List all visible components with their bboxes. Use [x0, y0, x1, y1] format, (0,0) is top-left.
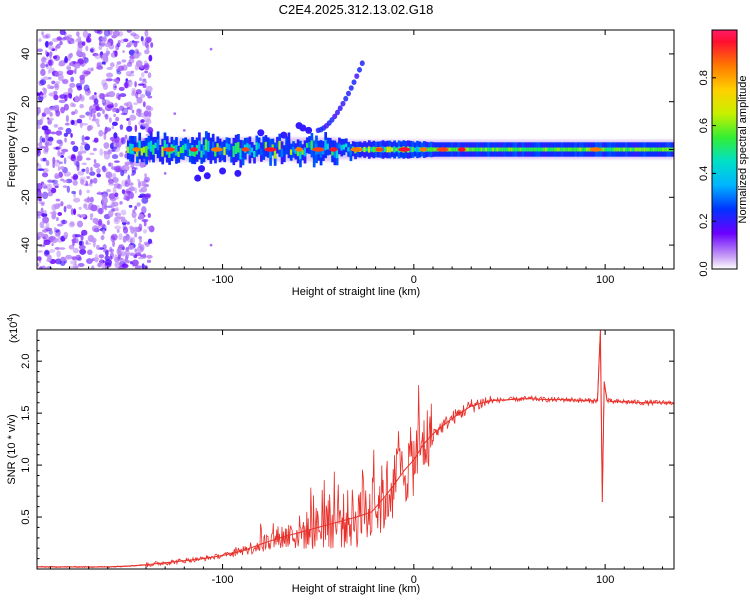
- snr-data-point: [403, 469, 405, 471]
- spectrogram-y-tick-label: 0: [20, 146, 32, 152]
- snr-background: [37, 330, 674, 569]
- snr-data-point: [422, 443, 425, 445]
- snr-data-point: [566, 399, 568, 401]
- snr-data-point: [596, 400, 599, 402]
- snr-data-point: [371, 511, 373, 513]
- snr-data-point: [612, 401, 614, 403]
- snr-y-tick-label: 0.5: [20, 509, 32, 524]
- colorbar-tick-label: 0.2: [698, 214, 710, 229]
- snr-data-point: [603, 381, 605, 383]
- spectrogram-chirp-arc: [315, 60, 365, 134]
- snr-data-point: [508, 399, 511, 401]
- snr-data-point: [317, 526, 319, 529]
- snr-data-point: [336, 521, 338, 523]
- snr-data-point: [606, 400, 608, 402]
- spectrogram-y-axis-label: Frequency (Hz): [6, 112, 18, 188]
- snr-data-point: [601, 500, 603, 503]
- snr-data-point: [202, 558, 205, 560]
- snr-data-point: [183, 560, 185, 562]
- colorbar-label: Normalized spectral amplitude: [737, 76, 749, 224]
- spectrogram-ticks: -100 0 100 40 20 0 -20 -40: [20, 30, 674, 286]
- snr-ticks: -100 0 100 0.5 1.0 1.5 2.0: [20, 330, 674, 586]
- snr-panel: -100 0 100 0.5 1.0 1.5 2.0 Height of straight …: [6, 313, 675, 595]
- spectrogram-y-tick-label: 40: [20, 48, 32, 60]
- snr-frame: [36, 329, 675, 570]
- snr-x-tick-label: -100: [212, 574, 234, 586]
- spectrogram-y-tick-label: -20: [20, 189, 32, 205]
- figure-title: C2E4.2025.312.13.02.G18: [279, 2, 434, 17]
- snr-data-point: [241, 550, 243, 552]
- snr-data-point: [355, 516, 358, 518]
- snr-data-point: [585, 400, 587, 402]
- spectrogram-y-tick-label: -40: [20, 237, 32, 253]
- snr-data-point: [384, 495, 386, 497]
- spectrogram-panel: -100 0 100 40 20 0 -20 -40 Height of straight l…: [6, 29, 675, 298]
- spectrogram-x-axis-label: Height of straight line (km): [292, 286, 420, 298]
- snr-data-point: [451, 417, 453, 419]
- snr-data-point: [279, 537, 281, 539]
- spectrogram-y-tick-label: 20: [20, 96, 32, 108]
- spectrogram-hot-spots: [132, 147, 602, 152]
- snr-data-point: [164, 562, 166, 564]
- spectrogram-x-tick-label: 0: [411, 274, 417, 286]
- colorbar-tick-label: 0.6: [698, 118, 710, 133]
- snr-x-tick-label: 0: [411, 574, 417, 586]
- snr-data-point: [528, 397, 530, 400]
- snr-data-point: [432, 433, 434, 435]
- snr-data-point: [298, 532, 300, 534]
- snr-y-tick-label: 1.5: [20, 405, 32, 420]
- colorbar-ticks: 0.0 0.2 0.4 0.6 0.8: [698, 70, 716, 277]
- colorbar-tick-label: 0.8: [698, 70, 710, 85]
- snr-data-point: [221, 554, 224, 557]
- snr-y-scale-label: (x104): [6, 313, 20, 343]
- snr-data-point: [547, 399, 549, 401]
- snr-data-point: [394, 483, 396, 485]
- spectrogram-sparse-dots: [163, 47, 213, 247]
- snr-data-point: [260, 543, 262, 545]
- snr-data-point: [489, 400, 491, 402]
- snr-data-point: [642, 402, 644, 404]
- spectrogram-blobs: [194, 122, 313, 182]
- snr-data-point: [623, 401, 625, 403]
- snr-y-axis-label: SNR (10 * v/v): [6, 414, 18, 484]
- spectrogram-x-tick-label: 100: [596, 274, 614, 286]
- snr-y-tick-label: 1.0: [20, 457, 32, 472]
- snr-data-point: [413, 459, 415, 461]
- colorbar: 0.0 0.2 0.4 0.6 0.8 Normalized spectral ampl…: [698, 29, 749, 277]
- colorbar-tick-label: 0.4: [698, 166, 710, 181]
- colorbar-tick-label: 0.0: [698, 261, 710, 276]
- spectrogram-x-tick-label: -100: [212, 274, 234, 286]
- snr-data-point: [130, 565, 132, 567]
- snr-y-tick-label: 2.0: [20, 354, 32, 369]
- snr-data-point: [145, 564, 147, 566]
- colorbar-gradient: [711, 29, 738, 270]
- snr-x-tick-label: 100: [596, 574, 614, 586]
- spectrogram-cells: [37, 30, 674, 269]
- snr-data-point: [470, 405, 472, 407]
- snr-x-axis-label: Height of straight line (km): [292, 583, 420, 595]
